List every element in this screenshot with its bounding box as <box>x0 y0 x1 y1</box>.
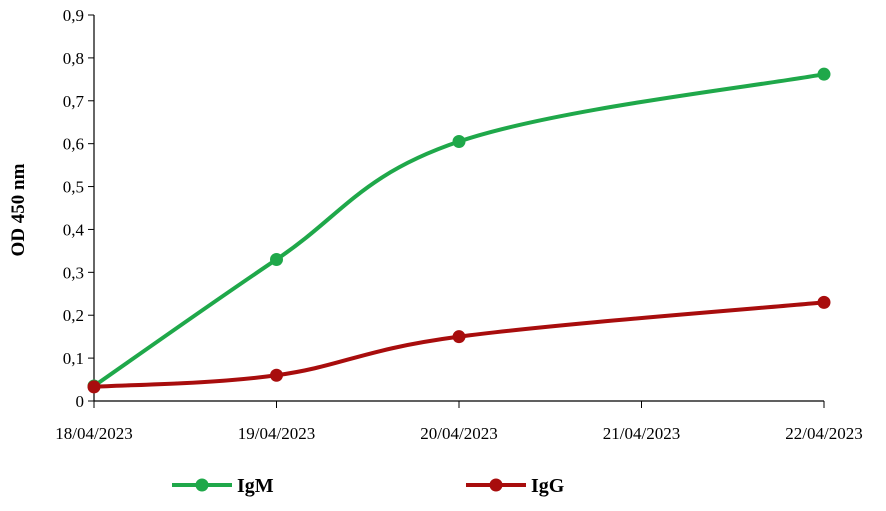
y-tick-label: 0,3 <box>63 263 84 282</box>
x-tick-label: 22/04/2023 <box>785 424 862 443</box>
legend-swatch-marker <box>195 478 209 492</box>
y-tick-label: 0,4 <box>63 220 85 239</box>
series-igm <box>87 67 831 393</box>
data-point-igm <box>270 252 283 266</box>
data-point-igg <box>270 368 283 382</box>
data-point-igg <box>817 295 831 309</box>
x-tick-label: 20/04/2023 <box>420 424 497 443</box>
y-tick-label: 0,2 <box>63 306 84 325</box>
y-tick-label: 0,6 <box>63 135 84 154</box>
x-axis-ticks: 18/04/2023 19/04/2023 20/04/2023 21/04/2023… <box>55 401 863 443</box>
legend-item-igg: IgG <box>466 475 565 497</box>
data-point-igg <box>87 380 101 394</box>
series-line-igg <box>92 300 826 389</box>
legend-label: IgM <box>237 475 274 497</box>
y-tick-label: 0,7 <box>63 92 85 111</box>
y-axis-ticks: 0 0,1 0,2 0,3 0,4 0,5 0,6 0,7 0,8 0,9 <box>63 6 94 411</box>
y-tick-label: 0,8 <box>63 49 84 68</box>
y-tick-label: 0,1 <box>63 349 84 368</box>
legend-item-igm: IgM <box>172 475 274 497</box>
legend-label: IgG <box>531 475 565 497</box>
series-layer <box>87 67 831 394</box>
y-tick-label: 0 <box>76 392 85 411</box>
y-axis-label: OD 450 nm <box>8 163 29 256</box>
data-point-igm <box>452 135 466 149</box>
series-igg <box>87 295 831 394</box>
y-tick-label: 0,5 <box>63 178 84 197</box>
data-point-igm <box>817 67 831 81</box>
x-tick-label: 18/04/2023 <box>55 424 132 443</box>
data-point-igg <box>452 330 466 344</box>
series-line-igm <box>92 72 826 388</box>
y-tick-label: 0,9 <box>63 6 84 25</box>
legend-swatch-marker <box>489 478 503 492</box>
legend: IgM IgG <box>172 475 565 497</box>
x-tick-label: 19/04/2023 <box>238 424 315 443</box>
x-tick-label: 21/04/2023 <box>603 424 680 443</box>
